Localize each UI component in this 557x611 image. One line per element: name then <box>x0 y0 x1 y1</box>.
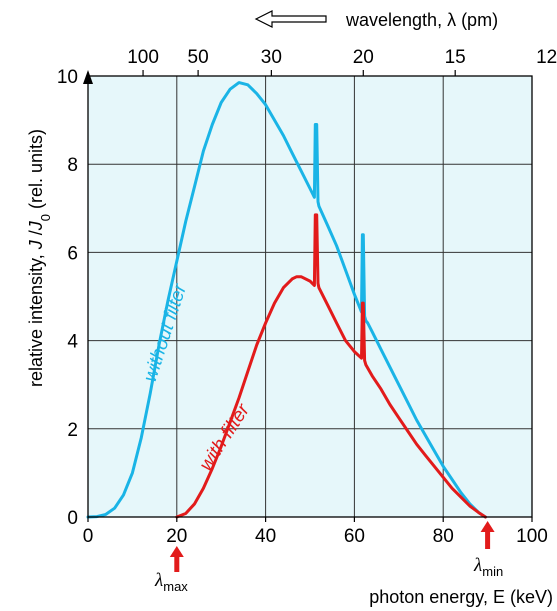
top-axis-title-group: wavelength, λ (pm) <box>254 10 498 30</box>
lambda-min-subscript: min <box>482 564 503 579</box>
top-tick-label: 12 <box>536 47 557 68</box>
plot-area <box>88 76 532 517</box>
y-tick-label: 4 <box>67 332 78 353</box>
lambda-max-subscript: max <box>163 579 188 594</box>
y-tick-label: 2 <box>67 420 78 441</box>
up-arrow-icon <box>480 521 495 532</box>
wavelength-markers <box>169 521 495 572</box>
x-tick-label: 0 <box>83 526 94 547</box>
top-tick-label: 50 <box>188 47 209 68</box>
series-line-with-filter <box>175 213 487 519</box>
y-tick-label: 6 <box>67 243 78 264</box>
lambda-min-label: λmin <box>473 555 503 579</box>
y-tick-label: 8 <box>67 155 78 176</box>
up-arrow-shaft <box>485 531 491 549</box>
y-axis-title: relative intensity, J /J0 (rel. units) <box>26 129 53 387</box>
hollow-left-arrow-icon <box>254 10 327 28</box>
top-axis-title: wavelength, λ (pm) <box>345 10 498 30</box>
y-axis-title-j0: J <box>26 220 46 231</box>
lambda-max-label: λmax <box>154 570 188 594</box>
x-tick-label: 100 <box>516 526 548 547</box>
lambda-max-symbol: λ <box>154 570 163 591</box>
up-arrow-icon <box>169 546 184 557</box>
x-tick-label: 80 <box>433 526 454 547</box>
x-axis-title: photon energy, E (keV) <box>369 587 553 607</box>
x-tick-label: 20 <box>166 526 187 547</box>
y-tick-label: 10 <box>57 67 78 88</box>
top-tick-label: 20 <box>353 47 374 68</box>
x-tick-label: 40 <box>255 526 276 547</box>
y-axis-arrowhead <box>83 70 93 84</box>
top-tick-label: 30 <box>261 47 282 68</box>
series-line-without-filter <box>86 81 487 519</box>
plot-frame <box>87 75 533 518</box>
y-axis-title-j: J <box>26 239 46 250</box>
up-arrow-shaft <box>174 556 180 572</box>
y-axis-title-slash: / <box>26 230 46 240</box>
y-tick-label: 0 <box>67 508 78 529</box>
tick-labels: 0 20 40 60 80 100 0 2 4 6 8 10 100 50 30 20 15 12 <box>57 47 557 547</box>
y-axis-arrow <box>83 70 93 84</box>
x-tick-label: 60 <box>344 526 365 547</box>
y-axis-title-sub: 0 <box>38 214 53 221</box>
y-axis-title-suffix: (rel. units) <box>26 129 46 214</box>
y-axis-title-prefix: relative intensity, <box>26 249 46 387</box>
lambda-min-symbol: λ <box>473 555 482 576</box>
top-tick-label: 15 <box>445 47 466 68</box>
curves <box>86 81 487 519</box>
top-tick-label: 100 <box>127 47 159 68</box>
